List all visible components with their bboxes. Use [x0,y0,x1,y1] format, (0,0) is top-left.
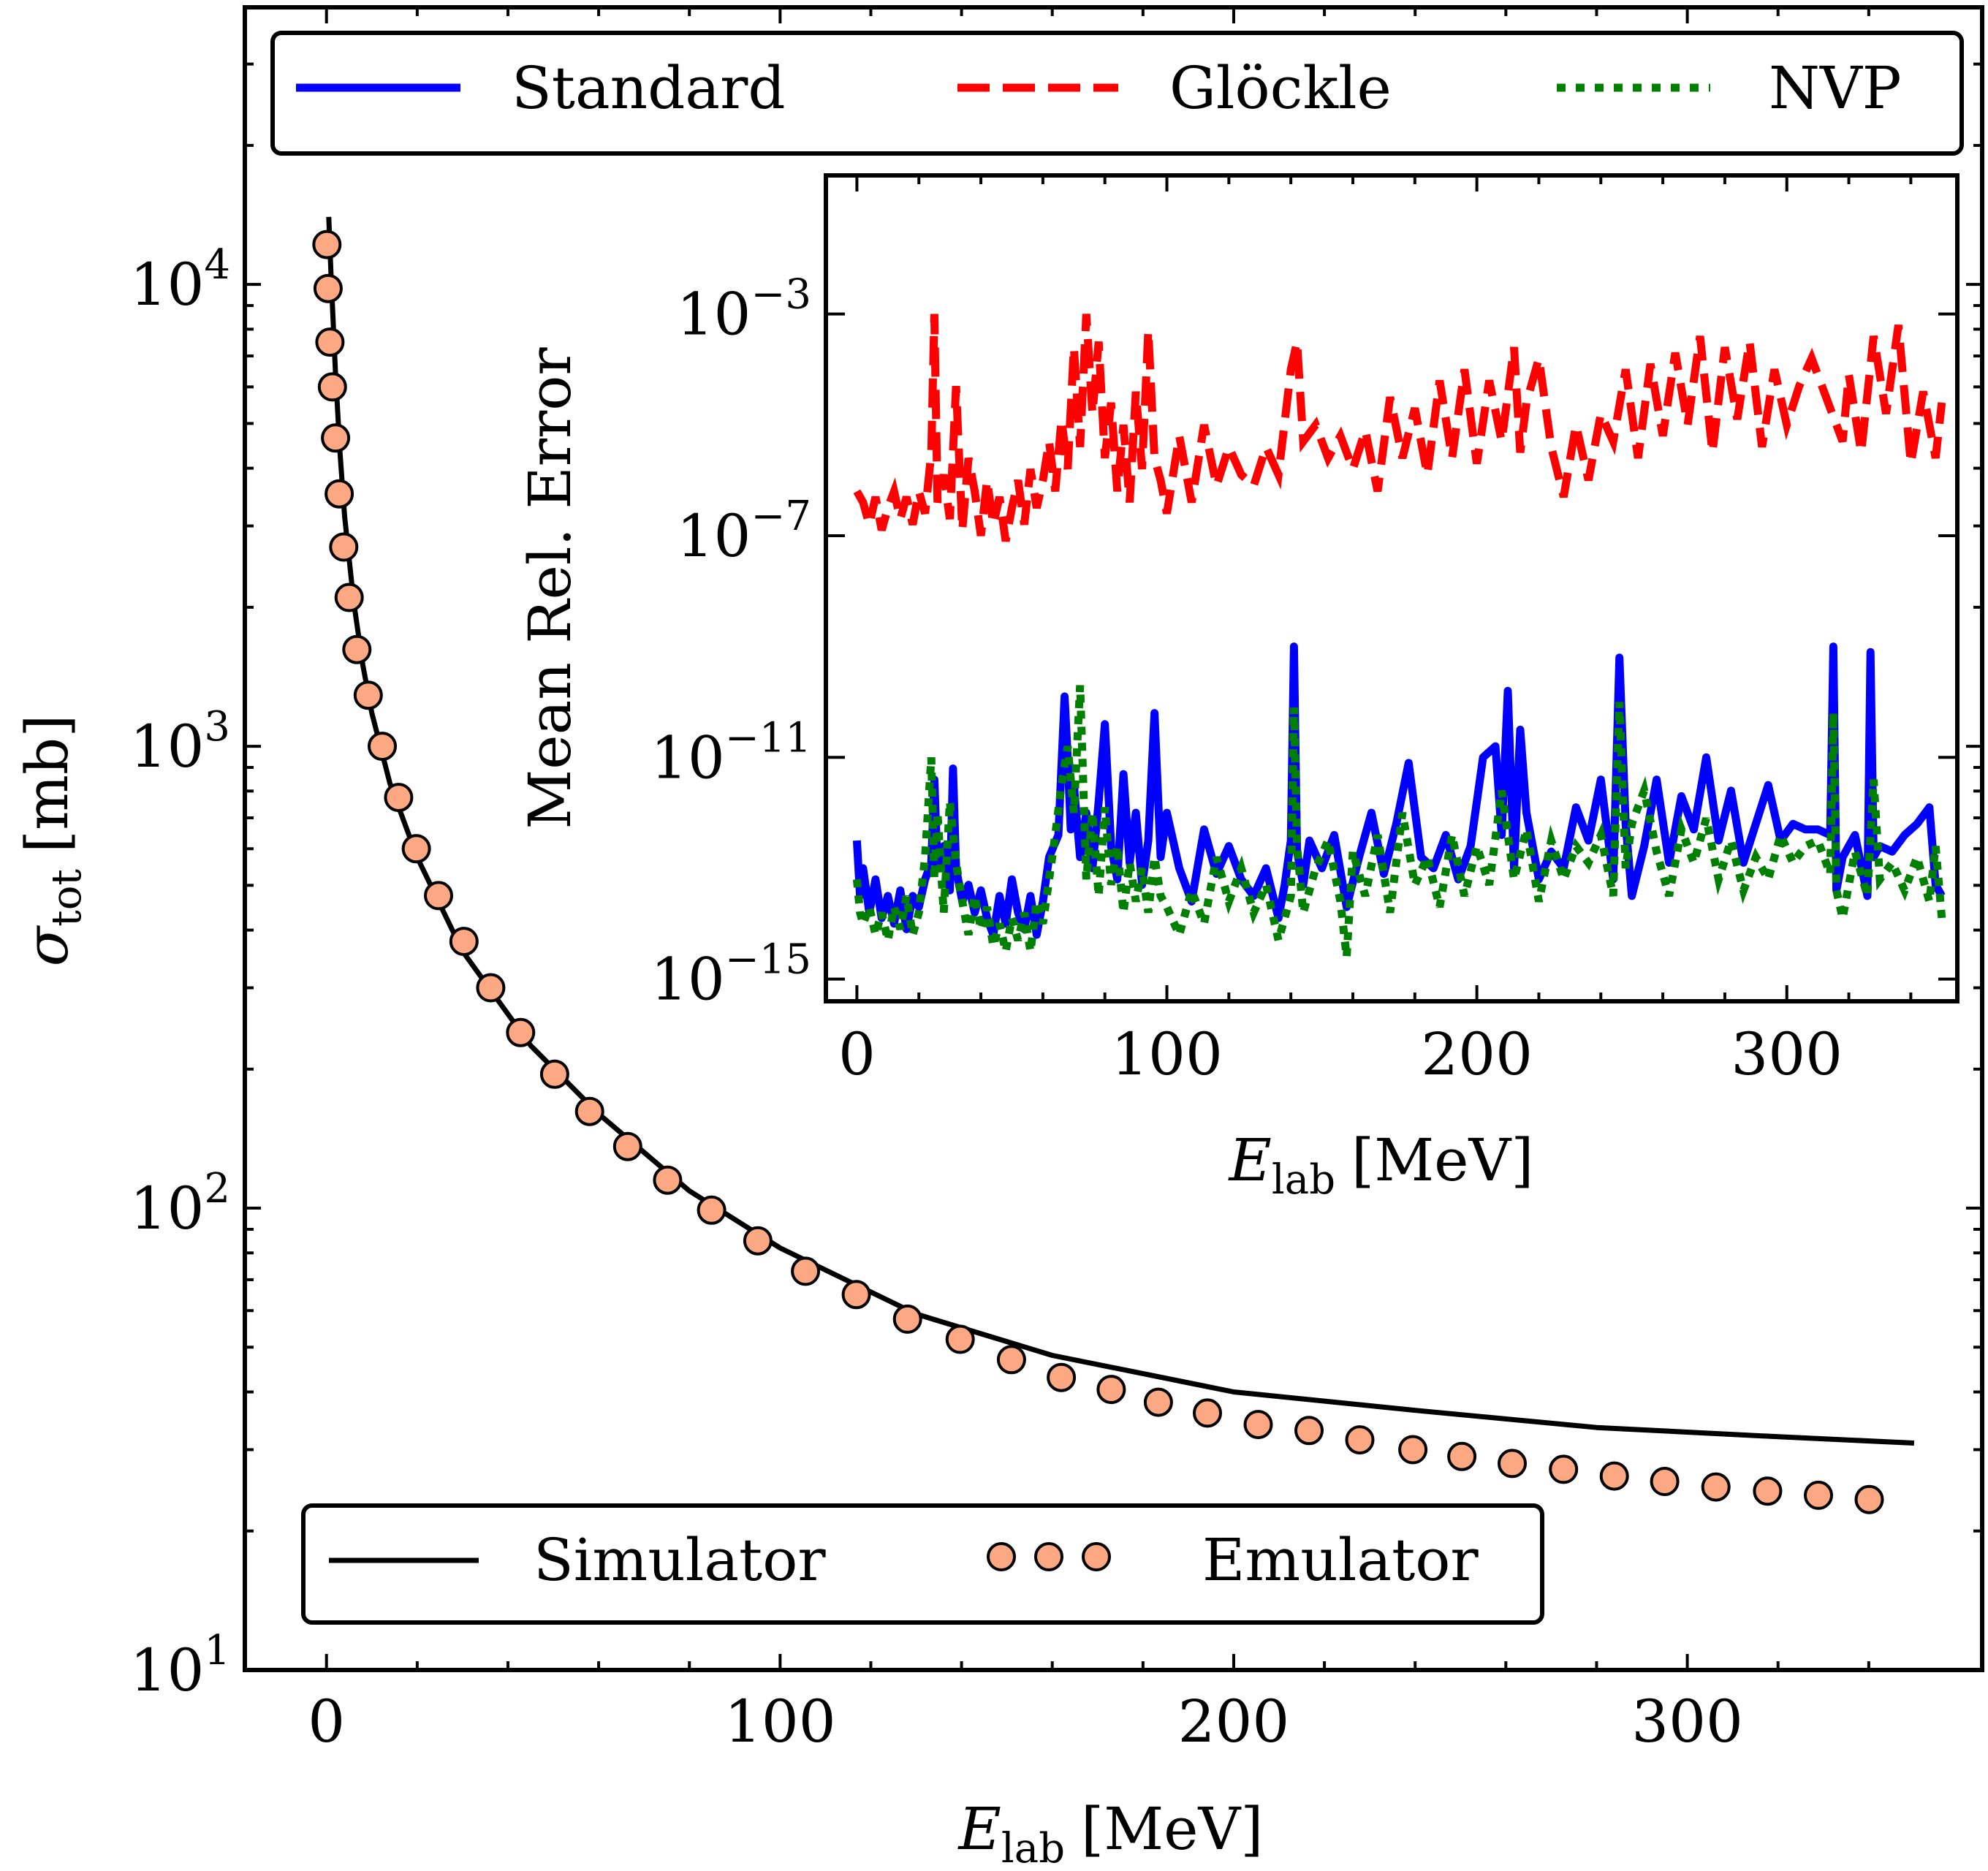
emulator-point [539,1059,569,1089]
emulator-point [334,582,364,612]
emulator-point [697,1195,726,1225]
main-xlabel-symbol: E [957,1795,1001,1863]
emulator-point [743,1226,773,1256]
inset-y-tick-label: 10−11 [650,714,811,792]
emulator-point [1047,1362,1077,1392]
emulator-point [315,327,345,357]
legend-simulator-label: Simulator [534,1526,826,1594]
emulator-point [1096,1375,1126,1405]
emulator-point [1549,1454,1579,1484]
emulator-point [506,1017,536,1047]
inset-background [826,175,1957,1001]
main-plot-frame [243,5,1984,1672]
emulator-points [312,229,1884,1514]
emulator-point [312,229,342,259]
emulator-point [317,372,347,402]
legend-nvp-label: NVP [1769,54,1902,122]
emulator-point [1753,1476,1783,1506]
emulator-point [791,1256,821,1286]
main-ylabel-unit: [mb] [13,715,81,854]
inset-plot-frame [824,173,1959,1003]
main-ylabel-sub: tot [43,869,91,927]
main-x-tick-label: 300 [1631,1688,1743,1756]
main-y-tick-label: 101 [130,1627,230,1704]
inset-legend: Standard Glöckle NVP [270,31,1964,156]
emulator-point [653,1165,683,1195]
nvp-error-line [852,685,1946,957]
emulator-point [1243,1410,1273,1440]
legend-emulator-marker [1082,1542,1111,1571]
main-x-tick-label: 0 [308,1688,345,1756]
main-legend-box [301,1503,1544,1625]
emulator-point [401,834,431,864]
inset-xlabel-sub: lab [1272,1156,1335,1204]
emulator-point [313,273,343,303]
emulator-point [1854,1484,1884,1514]
legend-glockle-label: Glöckle [1169,54,1392,122]
emulator-point [996,1345,1026,1375]
emulator-point [1345,1425,1375,1455]
emulator-point [1804,1480,1833,1510]
emulator-point [1701,1472,1731,1502]
legend-standard-label: Standard [512,54,786,122]
emulator-point [329,532,359,562]
legend-emulator-marker [987,1542,1016,1571]
emulator-point [1650,1467,1680,1496]
emulator-point [384,783,414,813]
inset-tick-labels: 0 100 200 300 10−15 10−11 10−7 10−3 [650,271,1843,1088]
emulator-point [612,1131,642,1161]
main-x-axis-label: Elab [MeV] [957,1795,1263,1871]
emulator-point [1498,1449,1527,1479]
inset-xlabel-symbol: E [1227,1126,1271,1194]
inset-x-tick-label: 200 [1421,1020,1533,1088]
inset-x-axis-label: Elab [MeV] [1227,1126,1533,1204]
emulator-point [1447,1441,1477,1471]
emulator-point [424,881,453,911]
main-x-tick-label: 200 [1178,1688,1290,1756]
emulator-point [449,927,479,957]
emulator-point [1143,1387,1173,1417]
emulator-point [368,732,397,762]
emulator-point [945,1324,975,1354]
inset-xlabel-unit: [MeV] [1351,1126,1533,1194]
emulator-point [892,1304,922,1334]
emulator-point [1193,1398,1222,1428]
legend-emulator-marker [1034,1542,1063,1571]
main-legend: Simulator Emulator [301,1503,1544,1625]
inset-legend-box [270,31,1964,156]
emulator-point [321,423,351,453]
main-y-tick-label: 104 [130,241,230,319]
inset-x-tick-label: 100 [1111,1020,1223,1088]
inset-y-tick-label: 10−15 [650,936,811,1014]
emulator-point [841,1280,871,1310]
main-y-tick-label: 102 [130,1165,230,1242]
main-xlabel-sub: lab [1001,1825,1065,1871]
inset-x-tick-label: 0 [838,1020,876,1088]
main-x-tick-label: 100 [724,1688,836,1756]
main-ylabel-symbol: σ [13,925,81,966]
emulator-point [574,1096,604,1126]
glockle-error-line [853,314,1946,542]
inset-y-tick-label: 10−7 [677,493,811,570]
main-xlabel-unit: [MeV] [1081,1795,1263,1863]
main-tick-labels: 0 100 200 300 101 102 103 104 [130,241,1743,1756]
legend-emulator-label: Emulator [1202,1526,1479,1594]
emulator-point [353,680,383,710]
inset-y-axis-label: Mean Rel. Error [516,347,584,830]
emulator-point [1398,1435,1428,1465]
emulator-point [325,479,354,509]
emulator-point [1599,1461,1629,1491]
emulator-point [1294,1416,1324,1446]
main-y-tick-label: 103 [130,703,230,781]
inset-y-tick-label: 10−3 [677,271,811,349]
emulator-point [476,973,506,1003]
main-y-axis-label: σtot [mb] [13,715,91,967]
emulator-point [342,634,372,664]
inset-x-tick-label: 300 [1731,1020,1843,1088]
